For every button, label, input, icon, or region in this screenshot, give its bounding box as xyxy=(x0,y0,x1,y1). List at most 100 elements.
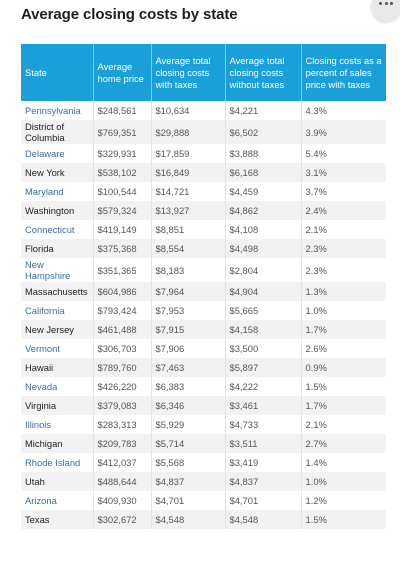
cell-home-price: $100,544 xyxy=(93,182,152,201)
table-row: Connecticut $419,149 $8,851 $4,108 2.1% xyxy=(21,220,386,239)
cell-percent: 2.3% xyxy=(301,258,386,282)
more-options-button[interactable] xyxy=(371,0,400,22)
cell-without-taxes: $4,498 xyxy=(225,239,302,258)
cell-state: Connecticut xyxy=(21,220,94,239)
more-horizontal-icon xyxy=(379,2,382,5)
cell-percent: 2.3% xyxy=(301,239,386,258)
cell-percent: 2.7% xyxy=(301,434,386,453)
cell-with-taxes: $7,463 xyxy=(151,358,226,377)
cell-home-price: $793,424 xyxy=(93,301,152,320)
column-header-state: State xyxy=(21,44,94,101)
cell-without-taxes: $3,419 xyxy=(225,453,302,472)
table-row: Delaware $329,931 $17,859 $3,888 5.4% xyxy=(21,144,386,163)
cell-without-taxes: $5,665 xyxy=(225,301,302,320)
table-header: State Average home price Average total c… xyxy=(21,44,386,101)
cell-state: New Jersey xyxy=(21,320,94,339)
page-title: Average closing costs by state xyxy=(21,6,238,23)
table-row: Washington $579,324 $13,927 $4,862 2.4% xyxy=(21,201,386,220)
table-row: Florida $375,368 $8,554 $4,498 2.3% xyxy=(21,239,386,258)
cell-percent: 4.3% xyxy=(301,101,386,120)
cell-without-taxes: $5,897 xyxy=(225,358,302,377)
cell-percent: 1.5% xyxy=(301,510,386,529)
cell-with-taxes: $10,634 xyxy=(151,101,226,120)
cell-state: Virginia xyxy=(21,396,94,415)
cell-with-taxes: $4,701 xyxy=(151,491,226,510)
cell-percent: 1.5% xyxy=(301,377,386,396)
cell-with-taxes: $7,953 xyxy=(151,301,226,320)
cell-home-price: $379,083 xyxy=(93,396,152,415)
cell-home-price: $248,561 xyxy=(93,101,152,120)
cell-with-taxes: $6,346 xyxy=(151,396,226,415)
cell-with-taxes: $17,859 xyxy=(151,144,226,163)
cell-state: Michigan xyxy=(21,434,94,453)
cell-without-taxes: $4,158 xyxy=(225,320,302,339)
cell-without-taxes: $6,168 xyxy=(225,163,302,182)
column-header-without-taxes: Average total closing costs without taxe… xyxy=(225,44,302,101)
cell-without-taxes: $4,862 xyxy=(225,201,302,220)
cell-percent: 1.2% xyxy=(301,491,386,510)
cell-percent: 2.6% xyxy=(301,339,386,358)
table-row: Rhode Island $412,037 $5,568 $3,419 1.4% xyxy=(21,453,386,472)
cell-without-taxes: $4,108 xyxy=(225,220,302,239)
table-row: New York $538,102 $16,849 $6,168 3.1% xyxy=(21,163,386,182)
cell-home-price: $419,149 xyxy=(93,220,152,239)
table-row: Nevada $426,220 $6,383 $4,222 1.5% xyxy=(21,377,386,396)
cell-home-price: $409,930 xyxy=(93,491,152,510)
cell-without-taxes: $3,500 xyxy=(225,339,302,358)
cell-state: Delaware xyxy=(21,144,94,163)
cell-percent: 1.0% xyxy=(301,301,386,320)
cell-home-price: $488,644 xyxy=(93,472,152,491)
column-header-home-price: Average home price xyxy=(93,44,152,101)
cell-with-taxes: $5,929 xyxy=(151,415,226,434)
cell-without-taxes: $2,804 xyxy=(225,258,302,282)
cell-home-price: $375,368 xyxy=(93,239,152,258)
cell-home-price: $461,488 xyxy=(93,320,152,339)
cell-with-taxes: $8,183 xyxy=(151,258,226,282)
cell-without-taxes: $3,461 xyxy=(225,396,302,415)
cell-with-taxes: $5,714 xyxy=(151,434,226,453)
cell-with-taxes: $5,568 xyxy=(151,453,226,472)
cell-with-taxes: $16,849 xyxy=(151,163,226,182)
cell-with-taxes: $4,837 xyxy=(151,472,226,491)
cell-with-taxes: $7,906 xyxy=(151,339,226,358)
cell-with-taxes: $7,915 xyxy=(151,320,226,339)
cell-state: Pennsylvania xyxy=(21,101,94,120)
cell-state: New York xyxy=(21,163,94,182)
cell-without-taxes: $4,548 xyxy=(225,510,302,529)
more-horizontal-icon xyxy=(384,2,388,5)
table-body: Pennsylvania $248,561 $10,634 $4,221 4.3% Dis… xyxy=(21,101,386,529)
cell-with-taxes: $14,721 xyxy=(151,182,226,201)
cell-state: Rhode Island xyxy=(21,453,94,472)
cell-percent: 1.4% xyxy=(301,453,386,472)
cell-without-taxes: $3,511 xyxy=(225,434,302,453)
cell-percent: 2.1% xyxy=(301,220,386,239)
cell-home-price: $604,986 xyxy=(93,282,152,301)
cell-without-taxes: $3,888 xyxy=(225,144,302,163)
cell-state: Texas xyxy=(21,510,94,529)
table-row: Virginia $379,083 $6,346 $3,461 1.7% xyxy=(21,396,386,415)
cell-home-price: $306,703 xyxy=(93,339,152,358)
cell-percent: 1.3% xyxy=(301,282,386,301)
cell-home-price: $769,351 xyxy=(93,120,152,144)
cell-home-price: $302,672 xyxy=(93,510,152,529)
cell-with-taxes: $13,927 xyxy=(151,201,226,220)
cell-state: Vermont xyxy=(21,339,94,358)
cell-without-taxes: $4,733 xyxy=(225,415,302,434)
cell-state: New Hampshire xyxy=(21,258,94,282)
cell-state: District of Columbia xyxy=(21,120,94,144)
cell-home-price: $329,931 xyxy=(93,144,152,163)
cell-without-taxes: $4,904 xyxy=(225,282,302,301)
cell-home-price: $538,102 xyxy=(93,163,152,182)
cell-state: Illinois xyxy=(21,415,94,434)
table-row: Illinois $283,313 $5,929 $4,733 2.1% xyxy=(21,415,386,434)
cell-state: Florida xyxy=(21,239,94,258)
cell-state: Massachusetts xyxy=(21,282,94,301)
cell-without-taxes: $4,837 xyxy=(225,472,302,491)
cell-home-price: $351,365 xyxy=(93,258,152,282)
cell-home-price: $412,037 xyxy=(93,453,152,472)
table-row: Maryland $100,544 $14,721 $4,459 3.7% xyxy=(21,182,386,201)
closing-costs-table: State Average home price Average total c… xyxy=(21,44,386,529)
table-row: Pennsylvania $248,561 $10,634 $4,221 4.3% xyxy=(21,101,386,120)
cell-home-price: $283,313 xyxy=(93,415,152,434)
